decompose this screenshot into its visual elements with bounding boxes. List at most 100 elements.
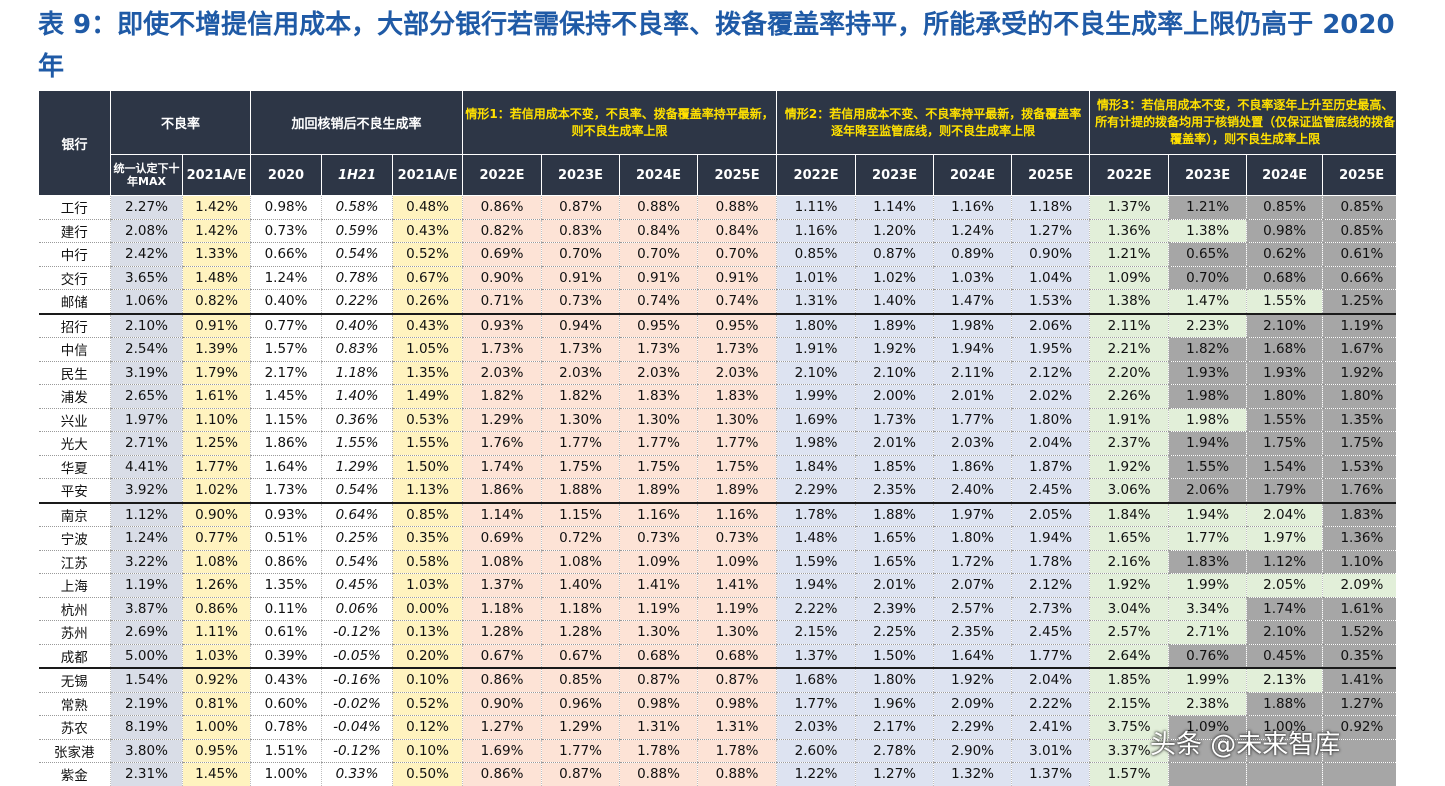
value-cell: 2.12% [1011,573,1090,598]
value-cell: 1.78% [1011,550,1090,574]
table-row: 民生 3.19% 1.79% 2.17% 1.18% 1.35% 2.03% 2.03% 2.0… [38,361,1396,385]
value-cell: 1.18% [541,597,620,621]
value-cell: 2.64% [1089,644,1169,669]
value-cell: 1.47% [933,289,1012,315]
value-cell: 1.89% [619,478,698,504]
value-cell: 1.78% [776,502,856,527]
value-cell: 0.77% [181,526,251,551]
subheader-cell: 2021A/E [392,154,464,196]
value-cell: 2.05% [1246,573,1323,598]
value-cell: 1.33% [181,242,251,267]
value-cell: 1.22% [776,762,856,786]
value-cell: 0.93% [462,313,542,338]
value-cell: 0.74% [697,289,777,315]
value-cell: 1.27% [1011,219,1090,243]
value-cell: 1.93% [1168,361,1247,385]
table-row: 苏州 2.69% 1.11% 0.61% -0.12% 0.13% 1.28% 1.28% 1.… [38,620,1396,645]
value-cell: 0.89% [933,242,1012,267]
value-cell: 0.65% [1168,242,1247,267]
value-cell: 1.94% [933,337,1012,362]
value-cell: 0.87% [697,668,777,693]
value-cell: 1.37% [1011,762,1090,786]
value-cell: 2.31% [110,762,183,786]
value-cell: 1.13% [392,478,463,504]
value-cell: 1.57% [1089,762,1169,786]
value-cell: 1.25% [181,431,251,456]
value-cell: 1.77% [776,692,856,716]
value-cell: 1.32% [933,762,1012,786]
table-row: 无锡 1.54% 0.92% 0.43% -0.16% 0.10% 0.86% 0.85% 0.… [38,668,1396,693]
value-cell: 2.03% [697,361,777,385]
value-cell: 1.86% [462,478,542,504]
value-cell [1322,739,1396,763]
value-cell: 0.69% [462,526,542,551]
value-cell: 0.52% [392,692,463,716]
subheader-cell: 2022E [1089,154,1170,196]
value-cell: 1.94% [1168,502,1247,527]
value-cell: 0.85% [1322,219,1396,243]
value-cell: 1.21% [1089,242,1169,267]
table-row: 光大 2.71% 1.25% 1.86% 1.55% 1.55% 1.76% 1.77% 1.7… [38,431,1396,456]
value-cell: -0.16% [321,668,393,693]
value-cell: 0.86% [462,762,542,786]
value-cell: 1.40% [541,573,620,598]
value-cell: 0.96% [541,692,620,716]
value-cell: 1.40% [321,384,393,409]
value-cell: 2.21% [1089,337,1169,362]
value-cell: 2.69% [110,620,183,645]
subheader-cell: 2024E [1246,154,1324,196]
value-cell: 1.18% [321,361,393,385]
value-cell: 1.87% [1011,455,1090,479]
value-cell: 2.22% [1011,692,1090,716]
value-cell: 2.39% [855,597,934,621]
value-cell: 0.69% [462,242,542,267]
header-row-2: 统一认定下十年MAX 2021A/E 2020 1H21 2021A/E 202… [39,154,1396,196]
value-cell: 1.11% [181,620,251,645]
bank-name-cell: 江苏 [38,550,111,574]
value-cell: 1.00% [250,762,322,786]
subheader-cell: 2023E [541,154,621,196]
value-cell: 1.09% [1168,715,1247,740]
value-cell: 3.92% [110,478,183,504]
value-cell: 0.70% [541,242,620,267]
value-cell: 2.38% [1168,692,1247,716]
value-cell: 1.64% [250,455,322,479]
value-cell: 1.98% [933,313,1012,338]
value-cell: 1.95% [1011,337,1090,362]
value-cell: 1.50% [855,644,934,669]
bank-name-cell: 紫金 [38,762,111,786]
bank-name-cell: 无锡 [38,668,111,693]
value-cell: 0.43% [392,313,463,338]
value-cell: 2.20% [1089,361,1169,385]
value-cell: 1.92% [1089,455,1169,479]
value-cell: 1.05% [392,337,463,362]
table-row: 紫金 2.31% 1.45% 1.00% 0.33% 0.50% 0.86% 0.87% 0.8… [38,762,1396,786]
value-cell: 1.64% [933,644,1012,669]
value-cell: 1.36% [1322,526,1396,551]
value-cell: 0.90% [1011,242,1090,267]
value-cell: 0.67% [541,644,620,669]
value-cell: 0.68% [697,644,777,669]
value-cell: 1.52% [1322,620,1396,645]
value-cell: 1.08% [462,550,542,574]
bank-name-cell: 光大 [38,431,111,456]
value-cell: 1.94% [1168,431,1247,456]
value-cell: 1.99% [1168,573,1247,598]
value-cell: 2.11% [933,361,1012,385]
value-cell: 2.19% [110,692,183,716]
value-cell: -0.12% [321,739,393,763]
value-cell: 0.87% [541,762,620,786]
value-cell: 1.77% [1168,526,1247,551]
value-cell: 1.27% [855,762,934,786]
value-cell: 1.77% [619,431,698,456]
value-cell: 1.94% [1011,526,1090,551]
value-cell: 2.45% [1011,478,1090,504]
table-row: 平安 3.92% 1.02% 1.73% 0.54% 1.13% 1.86% 1.88% 1.8… [38,478,1396,504]
value-cell: 0.92% [181,668,251,693]
value-cell: 0.85% [392,502,463,527]
value-cell: 1.27% [462,715,542,740]
value-cell: 2.15% [776,620,856,645]
value-cell: 1.18% [462,597,542,621]
value-cell: 2.11% [1089,313,1169,338]
value-cell: 1.31% [619,715,698,740]
